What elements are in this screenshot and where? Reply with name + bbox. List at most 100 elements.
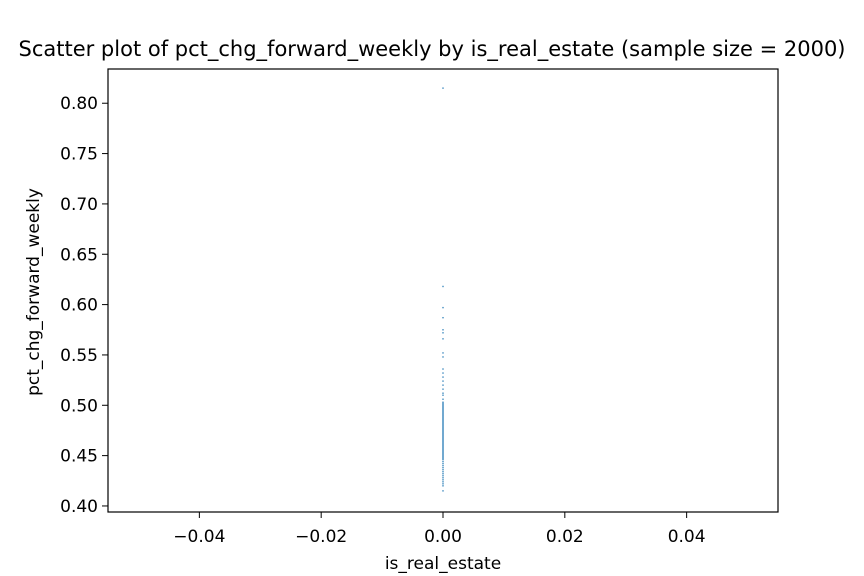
data-point: [442, 439, 444, 442]
data-point: [442, 423, 444, 426]
data-point: [442, 443, 444, 446]
y-tick-label: 0.60: [60, 296, 98, 316]
data-point: [442, 455, 444, 458]
data-point: [442, 414, 444, 417]
y-tick-label: 0.55: [60, 346, 98, 366]
data-point: [442, 406, 444, 408]
data-point: [442, 306, 444, 309]
data-point: [442, 464, 444, 467]
data-point: [442, 332, 444, 334]
x-axis: −0.04 −0.02 0.00 0.02 0.04: [173, 512, 706, 547]
data-point: [442, 448, 444, 451]
data-point: [442, 451, 444, 454]
data-point: [442, 411, 444, 414]
data-point: [442, 329, 444, 331]
data-point: [442, 446, 444, 449]
data-point: [442, 417, 444, 420]
data-point: [442, 356, 444, 358]
data-point: [442, 473, 444, 475]
data-point: [442, 437, 444, 440]
data-point: [442, 427, 444, 430]
data-point: [442, 407, 444, 409]
data-point: [442, 460, 444, 463]
data-point: [442, 438, 444, 441]
data-points: [442, 87, 444, 492]
y-tick-label: 0.75: [60, 145, 98, 165]
data-point: [442, 338, 444, 340]
data-point: [442, 475, 444, 477]
data-point: [442, 420, 444, 423]
data-point: [442, 433, 444, 436]
data-point: [442, 441, 444, 444]
data-point: [442, 454, 444, 457]
data-point: [442, 401, 444, 403]
data-point: [442, 410, 444, 413]
y-axis: 0.40 0.45 0.50 0.55 0.60 0.65 0.70 0.75 0.80: [60, 94, 108, 517]
data-point: [442, 409, 444, 412]
data-point: [442, 481, 444, 483]
data-point: [442, 442, 444, 445]
chart-title: Scatter plot of pct_chg_forward_weekly b…: [18, 37, 845, 62]
data-point: [442, 440, 444, 443]
data-point: [442, 445, 444, 448]
data-point: [442, 453, 444, 456]
data-point: [442, 380, 444, 382]
data-point: [442, 428, 444, 431]
y-axis-label: pct_chg_forward_weekly: [24, 188, 44, 396]
data-point: [442, 485, 444, 487]
data-point: [442, 477, 444, 479]
data-point: [442, 413, 444, 416]
data-point: [442, 432, 444, 435]
data-point: [442, 368, 444, 370]
data-point: [442, 352, 444, 354]
data-point: [442, 402, 444, 404]
data-point: [442, 456, 444, 459]
data-point: [442, 419, 444, 422]
data-point: [442, 388, 444, 390]
data-point: [442, 462, 444, 465]
data-point: [442, 435, 444, 438]
y-tick-label: 0.45: [60, 447, 98, 467]
data-point: [442, 87, 444, 89]
y-tick-label: 0.80: [60, 94, 98, 114]
data-point: [442, 392, 444, 394]
data-point: [442, 421, 444, 424]
x-axis-label: is_real_estate: [385, 554, 501, 574]
data-point: [442, 449, 444, 452]
x-tick-label: −0.02: [295, 527, 347, 547]
data-point: [442, 316, 444, 319]
data-point: [442, 469, 444, 471]
data-point: [442, 434, 444, 437]
x-tick-label: −0.04: [173, 527, 225, 547]
data-point: [442, 422, 444, 425]
data-point: [442, 412, 444, 415]
data-point: [442, 416, 444, 419]
data-point: [442, 450, 444, 453]
data-point: [442, 447, 444, 450]
data-point: [442, 425, 444, 428]
data-point: [442, 415, 444, 418]
data-point: [442, 424, 444, 427]
data-point: [442, 436, 444, 439]
data-point: [442, 490, 444, 492]
data-point: [442, 405, 444, 407]
data-point: [442, 444, 444, 447]
data-point: [442, 384, 444, 386]
data-point: [442, 471, 444, 473]
y-tick-label: 0.40: [60, 497, 98, 517]
data-point: [442, 429, 444, 432]
data-point: [442, 408, 444, 410]
data-point: [442, 458, 444, 461]
data-point: [442, 452, 444, 455]
data-point: [442, 285, 444, 288]
data-point: [442, 467, 444, 469]
data-point: [442, 394, 444, 396]
data-point: [442, 398, 444, 400]
data-point: [442, 418, 444, 421]
y-tick-label: 0.70: [60, 195, 98, 215]
data-point: [442, 372, 444, 374]
data-point: [442, 403, 444, 405]
data-point: [442, 430, 444, 433]
data-point: [442, 376, 444, 378]
